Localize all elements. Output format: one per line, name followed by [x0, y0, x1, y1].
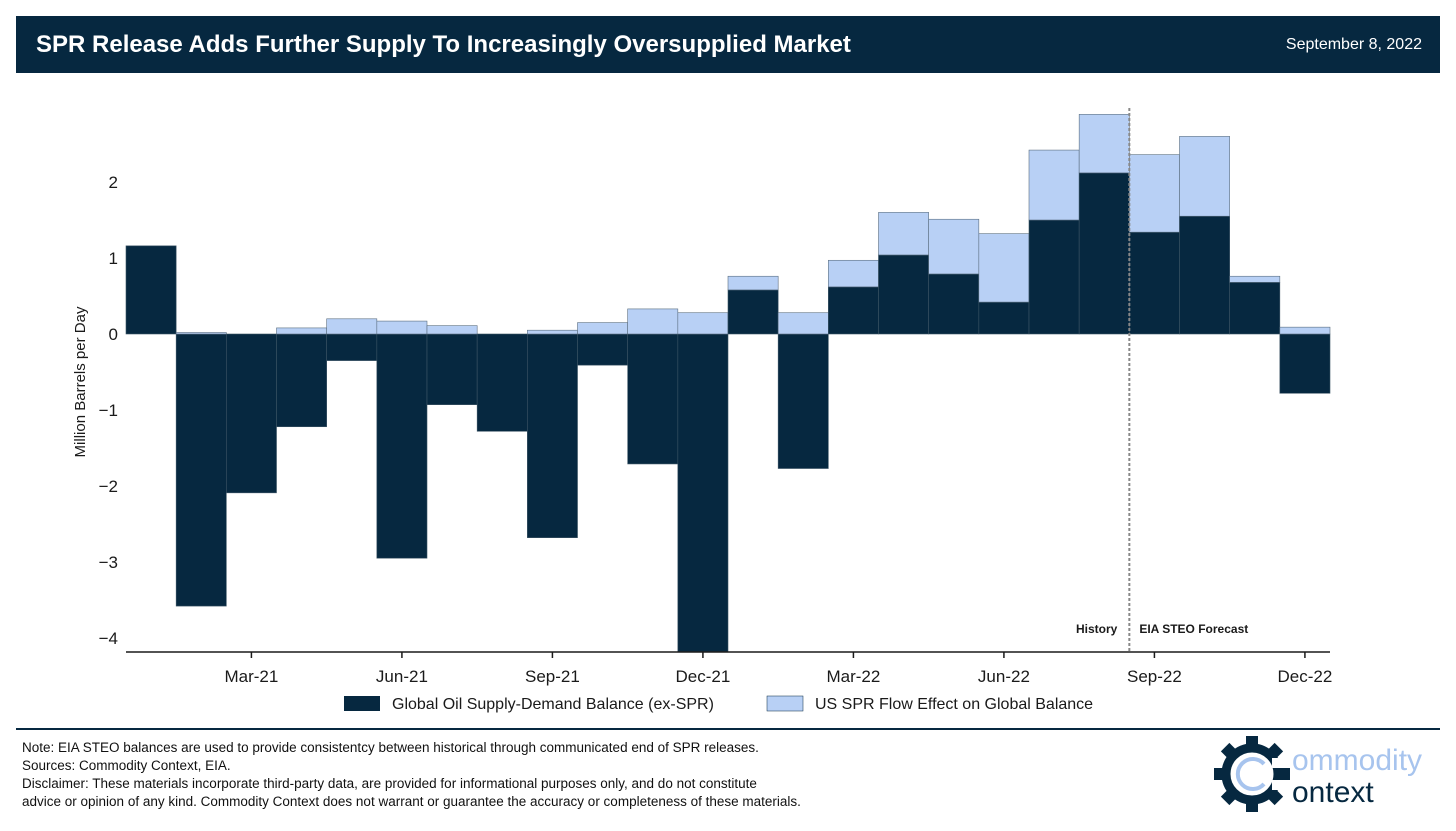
legend-swatch-spr — [766, 695, 804, 712]
disclaimer-text-1: Disclaimer: These materials incorporate … — [22, 776, 757, 791]
forecast-divider: History EIA STEO Forecast — [1076, 108, 1248, 652]
bar-balance-Mar-22 — [828, 286, 879, 335]
legend-label-spr: US SPR Flow Effect on Global Balance — [815, 696, 1093, 713]
bar-spr-Jan-22 — [727, 275, 779, 291]
bar-balance-Jan-22 — [727, 289, 779, 335]
bar-balance-Oct-21 — [577, 333, 628, 366]
bar-spr-Jun-21 — [376, 320, 428, 335]
bar-spr-Sep-21 — [527, 329, 578, 335]
y-tick-label: −4 — [99, 629, 118, 648]
bar-spr-Oct-21 — [577, 322, 628, 335]
commodity-context-logo: ommodity ontext — [1214, 736, 1422, 812]
sources-text: Sources: Commodity Context, EIA. — [22, 758, 231, 773]
bar-spr-Feb-21 — [175, 332, 227, 335]
logo-line-2: ontext — [1292, 776, 1374, 809]
bar-spr-Oct-22 — [1179, 136, 1230, 217]
bar-spr-Dec-21 — [677, 312, 729, 335]
bar-balance-Nov-22 — [1229, 282, 1281, 335]
bar-balance-Jun-21 — [376, 333, 428, 559]
bar-spr-Jul-21 — [426, 325, 478, 335]
x-tick-label: Jun-22 — [978, 667, 1030, 686]
bar-balance-Aug-21 — [476, 333, 528, 432]
bar-balance-Jul-22 — [1028, 219, 1080, 335]
bar-spr-Nov-21 — [627, 308, 679, 335]
bar-balance-Dec-22 — [1279, 333, 1331, 394]
bar-series — [125, 114, 1331, 652]
forecast-label: EIA STEO Forecast — [1139, 622, 1248, 636]
legend-label-balance: Global Oil Supply-Demand Balance (ex-SPR… — [392, 696, 714, 713]
title-banner: SPR Release Adds Further Supply To Incre… — [16, 16, 1440, 73]
bar-spr-May-22 — [928, 218, 980, 275]
bar-spr-May-21 — [326, 318, 378, 335]
bar-spr-Mar-22 — [828, 259, 879, 288]
legend-swatch-balance — [344, 696, 380, 711]
x-tick-label: Jun-21 — [376, 667, 428, 686]
x-tick-label: Dec-22 — [1278, 667, 1333, 686]
x-tick-label: Sep-21 — [525, 667, 580, 686]
bar-balance-Feb-22 — [777, 333, 829, 469]
bar-spr-Jul-22 — [1028, 149, 1080, 221]
bar-balance-Jan-21 — [125, 245, 177, 335]
bar-spr-Nov-22 — [1229, 275, 1281, 283]
bar-spr-Aug-22 — [1078, 114, 1130, 174]
bar-balance-Apr-22 — [878, 254, 929, 335]
bar-chart: Million Barrels per Day −4 −3 −2 −1 0 1 2 Mar-… — [72, 108, 1333, 713]
x-axis: Mar-21 Jun-21 Sep-21 Dec-21 Mar-22 Jun-22 Sep-… — [126, 651, 1333, 686]
bar-balance-Oct-22 — [1179, 215, 1230, 335]
bar-spr-Apr-22 — [878, 212, 929, 256]
history-label: History — [1076, 622, 1118, 636]
x-tick-label: Sep-22 — [1127, 667, 1182, 686]
y-tick-label: −2 — [99, 477, 118, 496]
y-tick-label: 0 — [109, 325, 118, 344]
x-tick-label: Mar-21 — [224, 667, 278, 686]
bar-balance-Jul-21 — [426, 333, 478, 405]
bar-balance-Sep-22 — [1129, 231, 1180, 335]
y-tick-label: 2 — [109, 173, 118, 192]
gear-c-icon — [1214, 736, 1292, 812]
legend: Global Oil Supply-Demand Balance (ex-SPR… — [344, 695, 1093, 713]
y-tick-label: −1 — [99, 401, 118, 420]
bar-spr-Jun-22 — [978, 233, 1030, 303]
bar-spr-Feb-22 — [777, 312, 829, 335]
bar-balance-Jun-22 — [978, 301, 1030, 335]
bar-spr-Dec-22 — [1279, 326, 1331, 335]
y-axis: −4 −3 −2 −1 0 1 2 — [99, 173, 118, 648]
bar-balance-Nov-21 — [627, 333, 679, 465]
y-tick-label: 1 — [109, 249, 118, 268]
y-axis-label: Million Barrels per Day — [72, 306, 89, 457]
footer-divider — [16, 728, 1440, 730]
bar-balance-May-22 — [928, 273, 980, 335]
bar-balance-Dec-21 — [677, 333, 729, 652]
bar-balance-Mar-21 — [226, 333, 277, 494]
bar-balance-May-21 — [326, 333, 378, 361]
chart-date: September 8, 2022 — [1285, 36, 1422, 53]
note-text: Note: EIA STEO balances are used to prov… — [22, 740, 759, 755]
bar-balance-Apr-21 — [276, 333, 327, 428]
y-tick-label: −3 — [99, 553, 118, 572]
x-tick-label: Dec-21 — [676, 667, 731, 686]
bar-balance-Sep-21 — [527, 333, 578, 538]
logo-line-1: ommodity — [1292, 744, 1422, 777]
bar-balance-Aug-22 — [1078, 172, 1130, 335]
bar-spr-Apr-21 — [276, 327, 327, 335]
bar-balance-Feb-21 — [175, 333, 227, 607]
x-tick-label: Mar-22 — [826, 667, 880, 686]
chart-title: SPR Release Adds Further Supply To Incre… — [36, 31, 851, 58]
footer-notes: Note: EIA STEO balances are used to prov… — [22, 739, 801, 811]
disclaimer-text-2: advice or opinion of any kind. Commodity… — [22, 794, 801, 809]
bar-spr-Sep-22 — [1129, 154, 1180, 233]
